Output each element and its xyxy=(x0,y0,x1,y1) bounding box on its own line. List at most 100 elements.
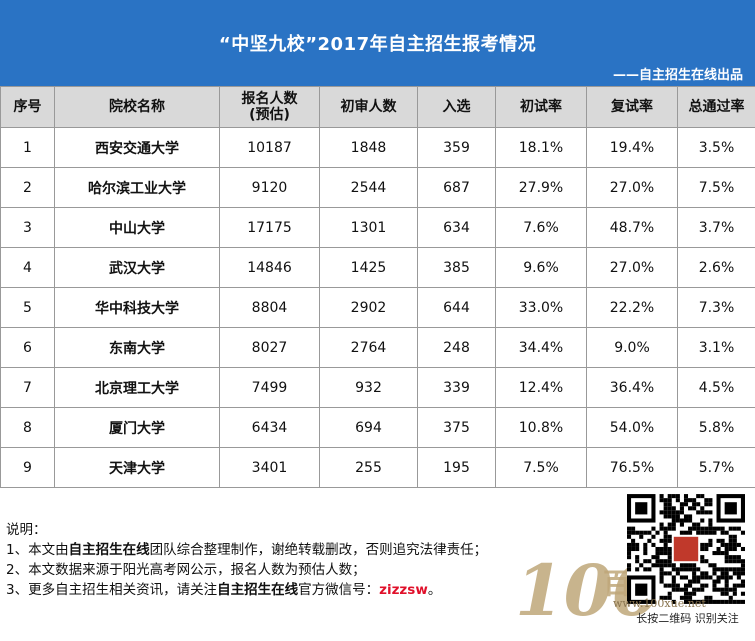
column-header: 院校名称 xyxy=(54,86,220,128)
table-cell: 10.8% xyxy=(495,407,587,448)
table-cell: 76.5% xyxy=(586,447,678,488)
table-cell: 54.0% xyxy=(586,407,678,448)
website-url[interactable]: www.100xue.net xyxy=(613,597,706,610)
table-row: 5 华中科技大学 8804 2902 644 33.0% 22.2% 7.3% xyxy=(0,287,755,328)
table-cell: 17175 xyxy=(219,207,320,248)
brand-name: 自主招生在线 xyxy=(217,582,299,598)
table-cell: 687 xyxy=(417,167,496,208)
table-cell: 7.3% xyxy=(677,287,755,328)
table-row: 3 中山大学 17175 1301 634 7.6% 48.7% 3.7% xyxy=(0,207,755,248)
table-cell: 385 xyxy=(417,247,496,288)
table-row: 6 东南大学 8027 2764 248 34.4% 9.0% 3.1% xyxy=(0,327,755,368)
column-header: 入选 xyxy=(417,86,496,128)
table-cell: 644 xyxy=(417,287,496,328)
notes-heading: 说明： xyxy=(6,522,47,538)
table-cell: 18.1% xyxy=(495,127,587,168)
table-cell: 27.9% xyxy=(495,167,587,208)
table-cell: 2 xyxy=(0,167,55,208)
school-name-cell: 哈尔滨工业大学 xyxy=(54,167,220,208)
table-cell: 5.8% xyxy=(677,407,755,448)
table-row: 1 西安交通大学 10187 1848 359 18.1% 19.4% 3.5% xyxy=(0,127,755,168)
table-cell: 1 xyxy=(0,127,55,168)
publisher-credit: ——自主招生在线出品 xyxy=(612,68,743,83)
brand-name: 自主招生在线 xyxy=(68,542,150,558)
table-cell: 359 xyxy=(417,127,496,168)
table-cell: 634 xyxy=(417,207,496,248)
table-cell: 3.5% xyxy=(677,127,755,168)
table-cell: 7 xyxy=(0,367,55,408)
table-cell: 12.4% xyxy=(495,367,587,408)
table-cell: 3401 xyxy=(219,447,320,488)
table-cell: 694 xyxy=(319,407,418,448)
table-cell: 27.0% xyxy=(586,247,678,288)
table-cell: 2544 xyxy=(319,167,418,208)
column-header: 总通过率 xyxy=(677,86,755,128)
table-cell: 3 xyxy=(0,207,55,248)
table-cell: 27.0% xyxy=(586,167,678,208)
table-cell: 3.7% xyxy=(677,207,755,248)
school-name-cell: 厦门大学 xyxy=(54,407,220,448)
table-cell: 9.6% xyxy=(495,247,587,288)
table-cell: 9 xyxy=(0,447,55,488)
table-cell: 19.4% xyxy=(586,127,678,168)
table-cell: 9.0% xyxy=(586,327,678,368)
wechat-id: zizzsw xyxy=(379,582,428,598)
table-cell: 8027 xyxy=(219,327,320,368)
admission-stats-table: 序号 院校名称 报名人数 (预估) 初审人数 入选 初试率 复试率 总通过率 1 西安交通大学 10… xyxy=(0,86,755,488)
note-line-1: 1、本文由自主招生在线团队综合整理制作，谢绝转载删改，否则追究法律责任； xyxy=(6,542,488,558)
school-name-cell: 武汉大学 xyxy=(54,247,220,288)
table-cell: 6 xyxy=(0,327,55,368)
table-cell: 6434 xyxy=(219,407,320,448)
notes-section: 说明： 1、本文由自主招生在线团队综合整理制作，谢绝转载删改，否则追究法律责任；… xyxy=(6,520,487,600)
wechat-qr-code[interactable] xyxy=(627,493,745,605)
table-cell: 3.1% xyxy=(677,327,755,368)
table-cell: 7.6% xyxy=(495,207,587,248)
table-cell: 932 xyxy=(319,367,418,408)
school-name-cell: 东南大学 xyxy=(54,327,220,368)
column-header: 序号 xyxy=(0,86,55,128)
table-cell: 4.5% xyxy=(677,367,755,408)
note-line-2: 2、本文数据来源于阳光高考网公示，报名人数为预估人数； xyxy=(6,562,366,578)
table-cell: 2902 xyxy=(319,287,418,328)
title-banner: “中坚九校”2017年自主招生报考情况 ——自主招生在线出品 xyxy=(0,0,755,86)
school-name-cell: 北京理工大学 xyxy=(54,367,220,408)
table-cell: 195 xyxy=(417,447,496,488)
table-cell: 7.5% xyxy=(677,167,755,208)
column-header: 复试率 xyxy=(586,86,678,128)
table-body: 1 西安交通大学 10187 1848 359 18.1% 19.4% 3.5% 2 哈尔滨工业大… xyxy=(0,127,755,488)
column-header: 初试率 xyxy=(495,86,587,128)
table-row: 7 北京理工大学 7499 932 339 12.4% 36.4% 4.5% xyxy=(0,367,755,408)
table-cell: 5 xyxy=(0,287,55,328)
table-cell: 255 xyxy=(319,447,418,488)
table-cell: 8 xyxy=(0,407,55,448)
table-cell: 375 xyxy=(417,407,496,448)
table-cell: 4 xyxy=(0,247,55,288)
column-header: 初审人数 xyxy=(319,86,418,128)
table-cell: 34.4% xyxy=(495,327,587,368)
table-row: 4 武汉大学 14846 1425 385 9.6% 27.0% 2.6% xyxy=(0,247,755,288)
table-cell: 1425 xyxy=(319,247,418,288)
page-title: “中坚九校”2017年自主招生报考情况 xyxy=(218,34,537,55)
school-name-cell: 中山大学 xyxy=(54,207,220,248)
table-cell: 339 xyxy=(417,367,496,408)
school-name-cell: 西安交通大学 xyxy=(54,127,220,168)
table-cell: 248 xyxy=(417,327,496,368)
table-cell: 14846 xyxy=(219,247,320,288)
table-row: 9 天津大学 3401 255 195 7.5% 76.5% 5.7% xyxy=(0,447,755,488)
note-line-3: 3、更多自主招生相关资讯，请关注自主招生在线官方微信号：zizzsw。 xyxy=(6,582,442,598)
table-cell: 36.4% xyxy=(586,367,678,408)
table-row: 2 哈尔滨工业大学 9120 2544 687 27.9% 27.0% 7.5% xyxy=(0,167,755,208)
column-header: 报名人数 (预估) xyxy=(219,86,320,128)
table-cell: 2.6% xyxy=(677,247,755,288)
table-cell: 10187 xyxy=(219,127,320,168)
table-cell: 5.7% xyxy=(677,447,755,488)
school-name-cell: 天津大学 xyxy=(54,447,220,488)
table-cell: 8804 xyxy=(219,287,320,328)
table-cell: 1301 xyxy=(319,207,418,248)
school-name-cell: 华中科技大学 xyxy=(54,287,220,328)
table-row: 8 厦门大学 6434 694 375 10.8% 54.0% 5.8% xyxy=(0,407,755,448)
table-cell: 7499 xyxy=(219,367,320,408)
table-cell: 1848 xyxy=(319,127,418,168)
qr-caption: 长按二维码 识别关注 xyxy=(636,612,739,625)
table-header-row: 序号 院校名称 报名人数 (预估) 初审人数 入选 初试率 复试率 总通过率 xyxy=(0,86,755,128)
